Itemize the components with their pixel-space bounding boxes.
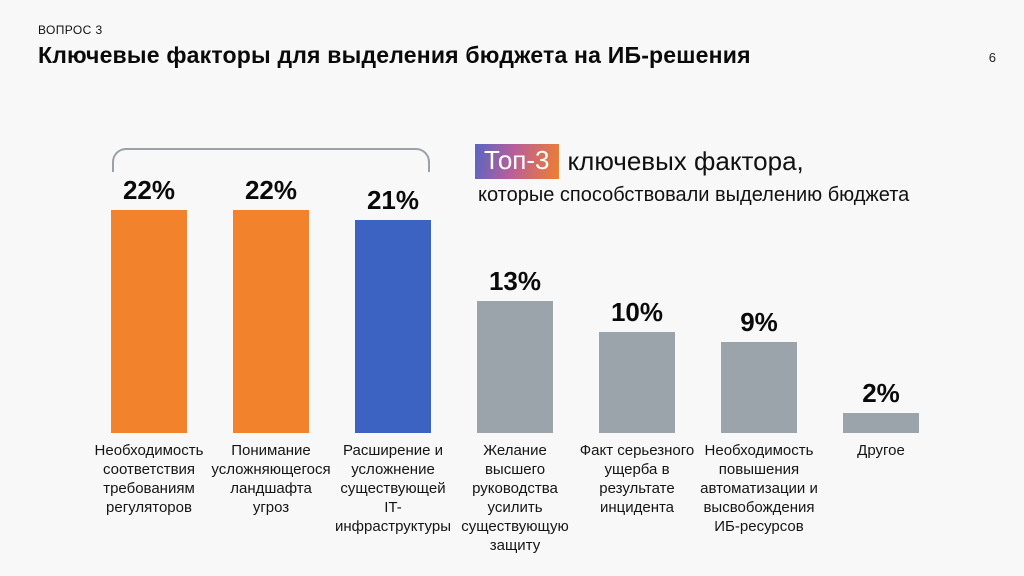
bar: [843, 413, 919, 433]
chart-column: 9%: [698, 173, 820, 433]
bar: [233, 210, 309, 433]
bar: [599, 332, 675, 433]
bar-category-label: Желание высшего руководства усилить суще…: [461, 442, 569, 554]
legend-title-text: ключевых фактора,: [567, 146, 804, 176]
bar-category-label: Факт серьезного ущерба в результате инци…: [579, 442, 695, 516]
bar-chart-category-labels: Необходимость соответствия требованиям р…: [88, 441, 942, 555]
bar: [477, 301, 553, 433]
chart-column: 22%: [88, 173, 210, 433]
chart-column: 22%: [210, 173, 332, 433]
bar-category-label: Понимание усложняющегося ландшафта угроз: [211, 442, 331, 516]
page-number: 6: [988, 50, 996, 65]
bar-chart: 22% 22% 21% 13% 10% 9% 2%: [88, 173, 942, 433]
bar-value-label: 13%: [488, 266, 542, 296]
bar-value-label: 2%: [862, 378, 900, 408]
legend-subtitle-text: которые способствовали выделению бюджета: [478, 184, 910, 206]
bar-category-label: Необходимость повышения автоматизации и …: [700, 442, 818, 535]
bar: [111, 210, 187, 433]
bar: [355, 220, 431, 433]
top3-badge: Топ-3: [475, 144, 559, 179]
top3-bracket: [112, 148, 430, 172]
chart-column: 2%: [820, 173, 942, 433]
chart-column: 10%: [576, 173, 698, 433]
bar-value-label: 21%: [366, 185, 420, 215]
bar: [721, 342, 797, 433]
bar-category-label: Расширение и усложнение существующей IT-…: [335, 442, 451, 535]
bar-value-label: 22%: [244, 175, 298, 205]
bar-value-label: 9%: [740, 307, 778, 337]
bar-category-label: Другое: [857, 442, 905, 459]
bar-value-label: 10%: [610, 297, 664, 327]
legend-line1: Топ-3 ключевых фактора,: [475, 144, 804, 179]
chart-column: 21%: [332, 173, 454, 433]
page-title: Ключевые факторы для выделения бюджета н…: [38, 42, 751, 68]
bar-category-label: Необходимость соответствия требованиям р…: [94, 442, 204, 516]
chart-column: 13%: [454, 173, 576, 433]
slide-kicker: ВОПРОС 3: [38, 23, 103, 37]
bar-value-label: 22%: [122, 175, 176, 205]
